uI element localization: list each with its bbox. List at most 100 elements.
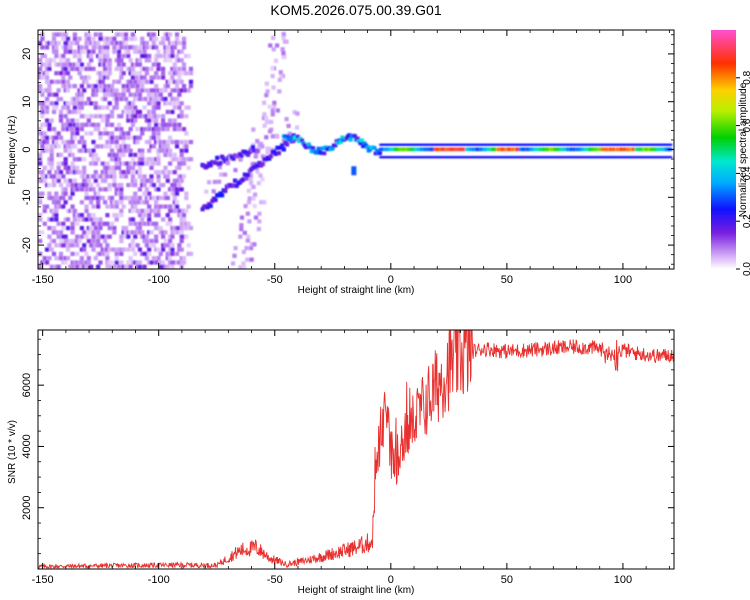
heatmap-cell xyxy=(47,161,52,166)
heatmap-cell xyxy=(119,213,124,218)
heatmap-cell xyxy=(105,161,110,166)
heatmap-cell xyxy=(105,92,110,97)
heatmap-cell xyxy=(44,118,50,123)
heatmap-cell xyxy=(56,264,61,269)
heatmap-cell xyxy=(205,164,210,169)
heatmap-cell xyxy=(142,238,147,244)
heatmap-cell xyxy=(172,200,177,205)
heatmap-cell xyxy=(142,200,147,205)
colorbar: 0.00.20.40.60.8 Normalized spectral ampl… xyxy=(711,30,750,276)
heatmap-cell xyxy=(121,204,126,209)
heatmap-cell xyxy=(79,66,84,72)
heatmap-cell xyxy=(177,88,182,93)
heatmap-cell xyxy=(107,84,112,89)
heatmap-cell xyxy=(77,88,82,93)
heatmap-cell xyxy=(365,145,370,150)
heatmap-cell xyxy=(75,96,80,102)
heatmap-cell xyxy=(98,114,103,119)
heatmap-cell xyxy=(96,174,101,179)
heatmap-cell xyxy=(105,62,110,67)
heatmap-cell xyxy=(84,40,89,46)
heatmap-cell xyxy=(96,53,101,59)
heatmap-cell xyxy=(144,200,149,205)
heatmap-cell xyxy=(231,156,236,161)
heatmap-cell xyxy=(89,40,94,46)
heatmap-cell xyxy=(114,191,119,196)
heatmap-cell xyxy=(137,200,143,205)
heatmap-cell xyxy=(147,191,152,196)
heatmap-cell xyxy=(213,160,218,165)
heatmap-cell xyxy=(98,187,103,192)
heatmap-cell xyxy=(84,114,89,119)
colorbar-tick-label: 0.4 xyxy=(742,166,750,180)
heatmap-cell xyxy=(130,200,136,205)
heatmap-cell xyxy=(172,122,177,127)
heatmap-cell xyxy=(91,49,96,54)
heatmap-cell xyxy=(172,191,177,196)
heatmap-cell xyxy=(77,45,82,50)
heatmap-cell xyxy=(161,182,166,188)
heatmap-cell xyxy=(44,105,50,110)
heatmap-cell xyxy=(63,58,68,63)
heatmap-cell xyxy=(147,260,152,265)
heatmap-cell xyxy=(238,234,243,239)
heatmap-cell xyxy=(174,187,180,192)
heatmap-cell xyxy=(284,136,289,141)
heatmap-cell xyxy=(116,62,122,67)
heatmap-cell xyxy=(149,109,154,115)
heatmap-cell xyxy=(84,122,89,127)
heatmap-cell xyxy=(56,234,61,239)
heatmap-cell xyxy=(79,182,84,188)
heatmap-cell xyxy=(272,104,277,109)
heatmap-cell xyxy=(102,36,108,41)
heatmap-cell xyxy=(151,75,156,80)
heatmap-cell xyxy=(47,66,52,72)
heatmap-cell xyxy=(38,161,43,166)
heatmap-cell xyxy=(49,238,54,244)
heatmap-cell xyxy=(91,84,96,89)
heatmap-cell xyxy=(68,208,73,213)
heatmap-cell xyxy=(105,139,110,145)
heatmap-cell xyxy=(174,165,180,170)
heatmap-cell xyxy=(142,221,147,226)
heatmap-cell xyxy=(218,161,223,166)
heatmap-cell xyxy=(72,182,78,188)
heatmap-cell xyxy=(163,122,168,127)
heatmap-cell xyxy=(144,195,149,201)
heatmap-cell xyxy=(79,101,84,106)
heatmap-cell xyxy=(158,225,163,231)
heatmap-cell xyxy=(172,66,177,72)
heatmap-cell xyxy=(116,247,122,252)
heatmap-cell xyxy=(86,101,91,106)
heatmap-cell xyxy=(167,170,173,175)
heatmap-cell xyxy=(56,204,61,209)
heatmap-cell xyxy=(267,104,272,109)
heatmap-cell xyxy=(151,182,156,188)
heatmap-cell xyxy=(121,71,126,76)
heatmap-cell xyxy=(179,152,184,158)
heatmap-cell xyxy=(65,165,71,170)
heatmap-cell xyxy=(137,148,143,153)
heatmap-cell xyxy=(75,62,80,67)
heatmap-cell xyxy=(144,251,149,256)
heatmap-cell xyxy=(51,230,57,235)
heatmap-cell xyxy=(121,84,126,89)
heatmap-cell xyxy=(174,139,180,145)
heatmap-cell xyxy=(172,260,177,265)
heatmap-cell xyxy=(309,149,314,154)
heatmap-cell xyxy=(40,178,45,183)
heatmap-cell xyxy=(70,40,75,46)
heatmap-cell xyxy=(242,230,247,235)
heatmap-cell xyxy=(65,182,71,188)
heatmap-cell xyxy=(61,62,66,67)
heatmap-cell xyxy=(93,174,98,179)
heatmap-cell xyxy=(96,144,101,149)
heatmap-cell xyxy=(140,234,145,239)
heatmap-cell xyxy=(54,230,59,235)
heatmap-cell xyxy=(244,246,249,251)
heatmap-cell xyxy=(154,118,159,123)
heatmap-cell xyxy=(184,114,189,119)
heatmap-cell xyxy=(172,45,177,50)
heatmap-cell xyxy=(165,251,170,256)
heatmap-cell xyxy=(172,88,177,93)
